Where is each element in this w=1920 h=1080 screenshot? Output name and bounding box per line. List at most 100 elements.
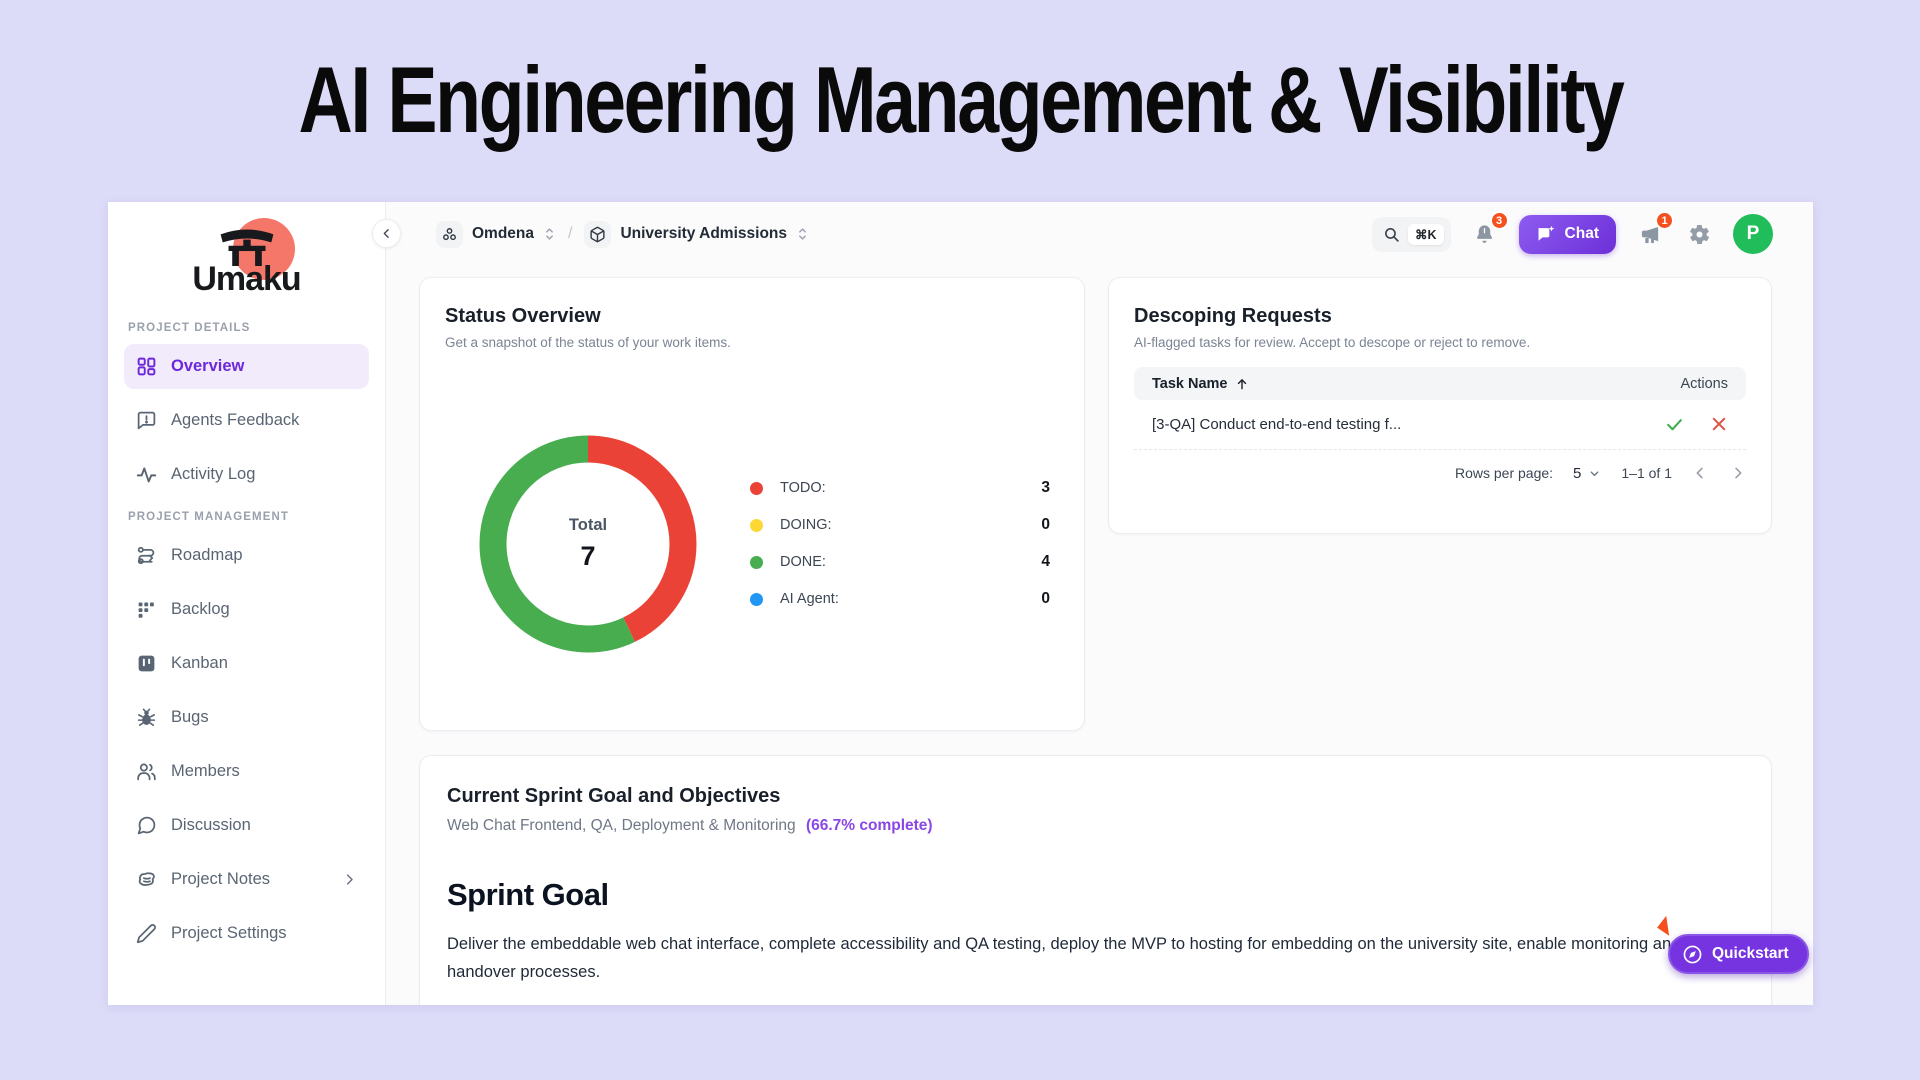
status-overview-card: Status Overview Get a snapshot of the st… [419,277,1085,731]
legend-row-ai-agent: AI Agent: 0 [750,585,1050,613]
chevron-left-icon [1696,467,1703,479]
torii-gate-icon [220,229,273,266]
descoping-card-title: Descoping Requests [1134,305,1332,327]
compass-icon [1683,945,1702,963]
donut-total-value: 7 [580,541,596,571]
x-icon [1712,417,1726,431]
sidebar-item-project-notes[interactable]: Project Notes [124,857,369,902]
breadcrumb-org[interactable]: Omdena [472,225,535,242]
chevron-left-icon [383,229,389,238]
breadcrumb-project[interactable]: University Admissions [620,225,788,242]
pagination-range: 1–1 of 1 [1621,465,1672,481]
sprint-card-subtitle: Web Chat Frontend, QA, Deployment & Moni… [447,817,933,834]
org-icon [436,220,463,248]
sidebar-item-activity-log[interactable]: Activity Log [124,452,369,497]
user-avatar[interactable]: P [1733,214,1773,254]
breadcrumb-separator: / [568,225,573,242]
legend-dot-doing [750,518,763,532]
project-box-icon [584,220,612,248]
users-icon [137,763,156,781]
sprint-goal-text: Deliver the embeddable web chat interfac… [447,935,1681,981]
sidebar-item-overview[interactable]: Overview [124,344,369,389]
activity-pulse-icon [136,467,157,483]
legend-dot-done [750,555,763,569]
sidebar-item-roadmap[interactable]: Roadmap [124,533,369,578]
section-label-project-management: PROJECT MANAGEMENT [128,511,290,523]
column-task-name-sort[interactable]: Task Name [1152,376,1249,392]
megaphone-icon [1641,226,1658,243]
chat-bubble-icon [137,816,156,835]
rows-per-page-label: Rows per page: [1454,465,1554,481]
sort-ascending-icon [1237,378,1246,389]
pencil-icon [136,924,156,944]
section-label-project-details: PROJECT DETAILS [128,322,251,334]
overview-grid-icon [137,357,156,376]
accept-button[interactable] [1665,415,1684,434]
chevron-right-icon [346,874,353,885]
app-logo[interactable]: Umaku [124,216,369,308]
previous-page-button[interactable] [1692,465,1708,481]
table-row: [3-QA] Conduct end-to-end testing f... [1134,400,1746,450]
updates-badge: 1 [1655,211,1674,230]
bug-icon [137,708,156,726]
sidebar-item-members[interactable]: Members [124,749,369,794]
descoping-requests-card: Descoping Requests AI-flagged tasks for … [1108,277,1772,534]
task-name: [3-QA] Conduct end-to-end testing f... [1152,416,1402,433]
legend-dot-ai-agent [750,592,763,606]
next-page-button[interactable] [1730,465,1746,481]
legend-row-done: DONE: 4 [750,548,1050,576]
legend-row-doing: DOING: 0 [750,511,1050,539]
notes-icon [138,872,155,886]
sidebar-collapse-button[interactable] [372,219,401,248]
legend-dot-todo [750,481,763,495]
sprint-completion: (66.7% complete) [805,817,933,834]
check-icon [1667,419,1682,431]
sidebar-item-bugs[interactable]: Bugs [124,695,369,740]
chat-button[interactable]: Chat [1518,214,1616,254]
sprint-goal-heading: Sprint Goal [447,877,609,912]
selector-chevrons-icon[interactable] [796,226,809,242]
backlog-grid-icon [138,602,154,618]
sidebar-item-project-settings[interactable]: Project Settings [124,911,369,956]
sidebar-item-backlog[interactable]: Backlog [124,587,369,632]
sprint-goal-card: Current Sprint Goal and Objectives Web C… [419,755,1772,1005]
legend-row-todo: TODO: 3 [750,474,1050,502]
sidebar-item-agents-feedback[interactable]: Agents Feedback [124,398,369,443]
search-shortcut: ⌘K [1408,223,1444,245]
donut-chart: Total 7 [468,424,708,664]
chevron-right-icon [1735,467,1742,479]
selector-chevrons-icon[interactable] [543,226,556,242]
sidebar-item-discussion[interactable]: Discussion [124,803,369,848]
chevron-down-icon [1590,470,1599,476]
logo-text: Umaku [192,260,301,298]
kanban-board-icon [138,655,155,672]
updates-button[interactable]: 1 [1635,211,1674,249]
message-alert-icon [137,411,156,430]
chat-sparkle-icon [1538,225,1554,241]
main-area: Omdena / University Admissions [372,202,1813,1005]
donut-segment-2 [479,435,697,653]
chart-legend: TODO: 3 DOING: 0 DONE: 4 AI Agent: 0 [750,474,1050,622]
table-header: Task Name Actions [1134,367,1746,400]
sidebar-item-kanban[interactable]: Kanban [124,641,369,686]
table-pagination: Rows per page: 5 1–1 of 1 [1134,450,1746,496]
breadcrumb: Omdena / University Admissions [436,220,809,248]
topbar: Omdena / University Admissions [372,202,1813,266]
quickstart-button[interactable]: Quickstart [1668,934,1809,974]
gear-icon [1689,224,1709,244]
search-button[interactable]: ⌘K [1372,216,1451,252]
cursor-pointer-mark [1657,916,1670,936]
settings-button[interactable] [1684,219,1714,249]
sidebar: Umaku PROJECT DETAILS Overview Agents Fe… [108,202,386,1005]
notifications-button[interactable]: 3 [1470,211,1509,249]
search-icon [1385,227,1399,242]
column-actions: Actions [1680,375,1728,392]
reject-button[interactable] [1710,415,1728,434]
page-title: AI Engineering Management & Visibility [298,47,1624,152]
donut-total-label: Total [568,516,608,534]
status-card-title: Status Overview [445,305,601,327]
route-icon [137,546,155,565]
descoping-card-subtitle: AI-flagged tasks for review. Accept to d… [1134,335,1531,350]
rows-per-page-select[interactable]: 5 [1573,465,1601,482]
bell-icon [1477,224,1493,243]
